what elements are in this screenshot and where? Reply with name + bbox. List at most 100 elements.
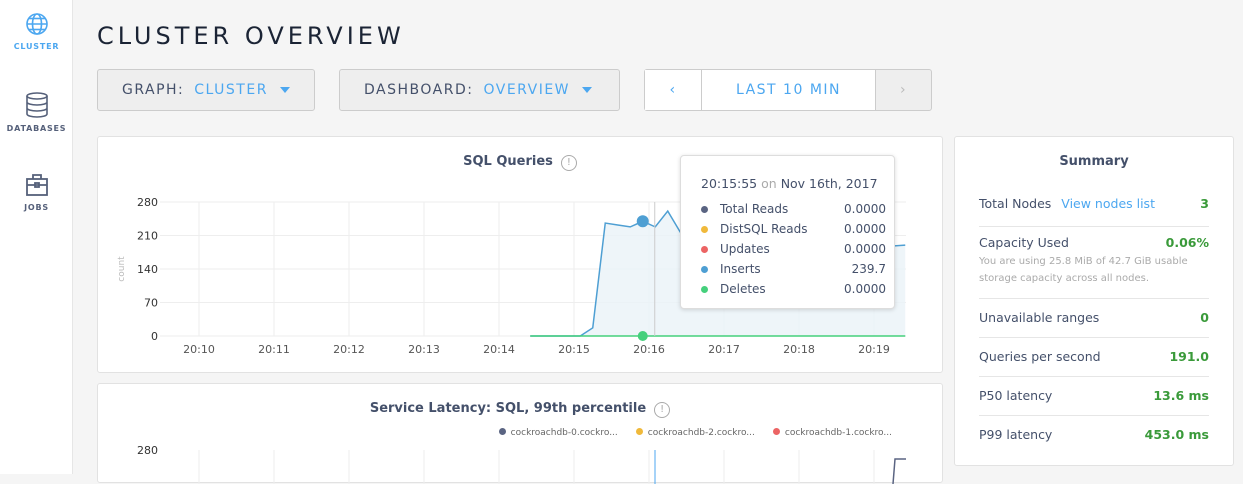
service-latency-chart: 280 bbox=[137, 444, 906, 484]
tooltip-series-name: Total Reads bbox=[720, 202, 789, 216]
legend-label: cockroachdb-1.cockro... bbox=[784, 428, 892, 438]
caret-down-icon bbox=[279, 87, 290, 93]
summary-value: 0.06% bbox=[1165, 235, 1209, 250]
view-nodes-link[interactable]: View nodes list bbox=[1061, 196, 1155, 211]
summary-panel: Summary Total Nodes View nodes list 3 Cap… bbox=[954, 136, 1234, 466]
sidebar: CLUSTER DATABASES JOBS bbox=[0, 0, 73, 474]
tooltip-on: on bbox=[761, 176, 777, 191]
sidebar-item-label: JOBS bbox=[24, 203, 49, 212]
tooltip-series-name: Inserts bbox=[720, 262, 761, 276]
chevron-left-icon[interactable]: ‹ bbox=[645, 70, 702, 110]
tooltip-row: Total Reads 0.0000 bbox=[701, 199, 894, 219]
tooltip-series-value: 0.0000 bbox=[844, 202, 886, 216]
graph-value: CLUSTER bbox=[194, 82, 268, 98]
capacity-note: You are using 25.8 MiB of 42.7 GiB usabl… bbox=[979, 256, 1188, 284]
series-dot-icon bbox=[701, 285, 708, 293]
chart-title: SQL Queries! bbox=[98, 154, 942, 171]
summary-label: P99 latency bbox=[979, 427, 1053, 442]
x-tick-label: 20:11 bbox=[258, 343, 290, 356]
database-icon bbox=[25, 92, 48, 118]
series-dot-icon bbox=[701, 225, 708, 233]
y-tick-label: 210 bbox=[137, 230, 158, 243]
summary-row-capacity: Capacity Used 0.06% bbox=[979, 235, 1209, 250]
summary-value: 3 bbox=[1200, 196, 1209, 211]
tooltip-series-name: Deletes bbox=[720, 282, 766, 296]
hover-point-deletes bbox=[637, 331, 648, 341]
tooltip-series-value: 0.0000 bbox=[844, 282, 886, 296]
tooltip-series-value: 239.7 bbox=[851, 262, 886, 276]
legend-item: cockroachdb-1.cockro... bbox=[772, 428, 892, 438]
summary-label: Unavailable ranges bbox=[979, 310, 1100, 325]
briefcase-icon bbox=[25, 174, 48, 196]
x-tick-label: 20:14 bbox=[483, 343, 515, 356]
x-tick-label: 20:17 bbox=[708, 343, 740, 356]
y-axis-label: count bbox=[117, 256, 127, 282]
chart-title-text: Service Latency: SQL, 99th percentile bbox=[369, 401, 647, 416]
summary-row-p50: P50 latency 13.6 ms bbox=[979, 388, 1209, 403]
x-tick-label: 20:16 bbox=[633, 343, 665, 356]
summary-label: Queries per second bbox=[979, 349, 1101, 364]
dashboard-value: OVERVIEW bbox=[483, 82, 571, 98]
info-icon[interactable]: ! bbox=[560, 155, 577, 171]
dashboard-label: DASHBOARD: bbox=[364, 82, 474, 98]
caret-down-icon bbox=[582, 87, 593, 93]
series-line bbox=[892, 458, 906, 484]
summary-value: 453.0 ms bbox=[1144, 427, 1209, 442]
page-title: CLUSTER OVERVIEW bbox=[97, 22, 405, 50]
hover-point-inserts bbox=[636, 215, 649, 228]
tooltip-row: Deletes 0.0000 bbox=[701, 279, 894, 299]
sql-queries-panel: SQL Queries! 0 70 140 210 280 20:10 20:11 20:12… bbox=[97, 136, 943, 373]
tooltip-row: Inserts 239.7 bbox=[701, 259, 894, 279]
tooltip-time: 20:15:55 bbox=[701, 176, 758, 191]
summary-label: P50 latency bbox=[979, 388, 1053, 403]
series-dot-icon bbox=[701, 205, 708, 213]
summary-row-total-nodes: Total Nodes View nodes list 3 bbox=[979, 196, 1209, 211]
x-tick-label: 20:18 bbox=[783, 343, 815, 356]
info-icon[interactable]: ! bbox=[654, 402, 671, 418]
graph-dropdown[interactable]: GRAPH: CLUSTER bbox=[97, 69, 315, 111]
x-tick-label: 20:13 bbox=[408, 343, 440, 356]
chart-tooltip: 20:15:55 on Nov 16th, 2017 Total Reads 0.… bbox=[680, 155, 895, 309]
summary-value: 13.6 ms bbox=[1153, 388, 1209, 403]
globe-icon bbox=[25, 13, 48, 35]
y-tick-label: 0 bbox=[151, 330, 158, 343]
graph-label: GRAPH: bbox=[122, 82, 185, 98]
time-range-selector: ‹ LAST 10 MIN › bbox=[644, 69, 932, 111]
legend-label: cockroachdb-0.cockro... bbox=[510, 428, 618, 438]
time-range-button[interactable]: LAST 10 MIN bbox=[702, 70, 876, 110]
legend-item: cockroachdb-0.cockro... bbox=[498, 428, 618, 438]
x-tick-label: 20:19 bbox=[858, 343, 890, 356]
sidebar-item-jobs[interactable]: JOBS bbox=[0, 173, 73, 212]
sidebar-item-cluster[interactable]: CLUSTER bbox=[0, 12, 73, 51]
y-tick-label: 70 bbox=[144, 297, 158, 310]
summary-row-unavailable: Unavailable ranges 0 bbox=[979, 310, 1209, 325]
y-tick-label: 140 bbox=[137, 263, 158, 276]
summary-label: Capacity Used bbox=[979, 235, 1069, 250]
x-tick-label: 20:10 bbox=[183, 343, 215, 356]
service-latency-panel: Service Latency: SQL, 99th percentile! c… bbox=[97, 383, 943, 484]
y-tick-label: 280 bbox=[137, 196, 158, 209]
legend-item: cockroachdb-2.cockro... bbox=[635, 428, 755, 438]
chart-title-text: SQL Queries bbox=[463, 154, 553, 169]
series-dot-icon bbox=[701, 265, 708, 273]
x-tick-label: 20:12 bbox=[333, 343, 365, 356]
tooltip-series-name: Updates bbox=[720, 242, 770, 256]
chart-legend: cockroachdb-0.cockro... cockroachdb-2.co… bbox=[498, 428, 892, 438]
tooltip-series-name: DistSQL Reads bbox=[720, 222, 808, 236]
legend-label: cockroachdb-2.cockro... bbox=[647, 428, 755, 438]
tooltip-row: Updates 0.0000 bbox=[701, 239, 894, 259]
summary-row-p99: P99 latency 453.0 ms bbox=[979, 427, 1209, 442]
summary-row-qps: Queries per second 191.0 bbox=[979, 349, 1209, 364]
sidebar-item-databases[interactable]: DATABASES bbox=[0, 92, 73, 133]
x-tick-label: 20:15 bbox=[558, 343, 590, 356]
sidebar-item-label: CLUSTER bbox=[13, 42, 60, 51]
summary-label: Total Nodes bbox=[979, 196, 1052, 211]
tooltip-row: DistSQL Reads 0.0000 bbox=[701, 219, 894, 239]
series-dot-icon bbox=[701, 245, 708, 253]
dashboard-dropdown[interactable]: DASHBOARD: OVERVIEW bbox=[339, 69, 620, 111]
tooltip-date: Nov 16th, 2017 bbox=[780, 176, 878, 191]
chevron-right-icon[interactable]: › bbox=[899, 82, 908, 98]
summary-title: Summary bbox=[1059, 154, 1129, 169]
summary-value: 0 bbox=[1200, 310, 1209, 325]
tooltip-series-value: 0.0000 bbox=[844, 242, 886, 256]
